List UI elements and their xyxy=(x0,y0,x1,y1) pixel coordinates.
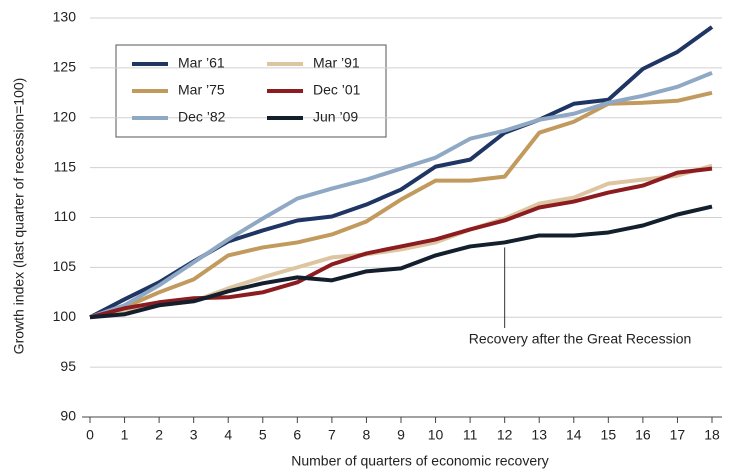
x-tick-label: 11 xyxy=(463,427,478,443)
series-line xyxy=(89,166,713,320)
x-tick-label: 4 xyxy=(224,427,232,443)
annotation: Recovery after the Great Recession xyxy=(469,331,692,347)
legend-label: Jun ’09 xyxy=(313,109,358,125)
y-tick-label: 110 xyxy=(54,208,77,224)
y-tick-label: 115 xyxy=(54,158,77,174)
y-tick-label: 130 xyxy=(53,9,77,25)
y-tick-label: 120 xyxy=(53,108,77,124)
x-tick-label: 8 xyxy=(363,427,371,443)
x-tick-label: 18 xyxy=(704,427,720,443)
y-tick-label: 95 xyxy=(60,358,76,374)
x-tick-label: 5 xyxy=(259,427,267,443)
x-tick-label: 14 xyxy=(566,427,582,443)
x-tick-label: 9 xyxy=(397,427,405,443)
legend-label: Dec ’82 xyxy=(178,109,226,125)
x-tick-label: 2 xyxy=(155,427,163,443)
legend-label: Mar ’75 xyxy=(178,82,225,98)
y-tick-label: 105 xyxy=(53,258,77,274)
x-tick-label: 7 xyxy=(328,427,336,443)
x-tick-label: 6 xyxy=(293,427,301,443)
x-tick-label: 3 xyxy=(190,427,198,443)
legend-label: Dec ’01 xyxy=(313,82,361,98)
legend-label: Mar ’91 xyxy=(313,55,360,71)
x-tick-label: 12 xyxy=(497,427,513,443)
y-tick-label: 100 xyxy=(53,308,77,324)
x-tick-label: 13 xyxy=(531,427,547,443)
x-tick-label: 0 xyxy=(86,427,94,443)
x-tick-label: 16 xyxy=(635,427,651,443)
y-axis-title: Growth index (last quarter of recession=… xyxy=(11,78,27,355)
legend-label: Mar ’61 xyxy=(178,55,225,71)
series-line xyxy=(89,204,713,320)
y-tick-label: 125 xyxy=(53,59,77,75)
x-tick-label: 17 xyxy=(670,427,686,443)
x-tick-label: 10 xyxy=(428,427,444,443)
series-line xyxy=(89,71,713,320)
x-tick-label: 1 xyxy=(121,427,129,443)
y-tick-label: 90 xyxy=(60,408,76,424)
x-tick-label: 15 xyxy=(601,427,617,443)
x-axis-title: Number of quarters of economic recovery xyxy=(291,453,549,469)
